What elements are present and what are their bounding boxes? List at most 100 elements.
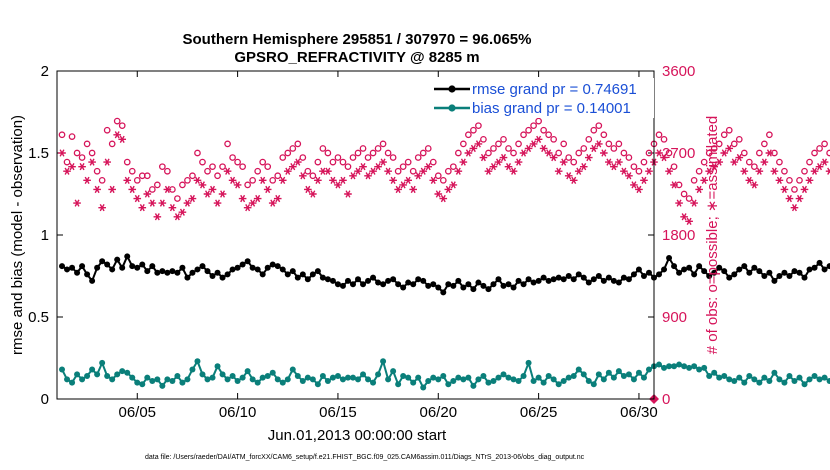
obs-possible-point [234,158,241,166]
obs-assimilated-point [283,167,292,175]
bias-point [575,366,582,373]
obs-assimilated-point [294,158,302,166]
rmse-point [545,277,552,284]
y2-tick-label: 2700 [662,145,695,162]
rmse-point [485,286,492,293]
rmse-point [179,264,186,271]
bias-point [490,377,497,384]
obs-possible-point [454,149,462,157]
obs-assimilated-point [324,167,332,175]
obs-assimilated-point [519,149,528,157]
obs-possible-point [630,163,638,171]
bias-point [319,373,326,380]
bias-point [129,374,136,381]
obs-assimilated-point [83,176,91,184]
rmse-point [249,264,256,271]
obs-possible-point [710,145,718,152]
bias-point [615,368,622,375]
obs-assimilated-point [173,213,182,221]
obs-assimilated-point [529,140,538,148]
bias-point [224,376,231,383]
obs-assimilated-point [735,153,744,162]
obs-possible-point [159,163,166,171]
obs-possible-point [339,158,347,166]
rmse-point [525,276,532,283]
bias-point [640,374,647,381]
series-layer [59,253,830,391]
bias-point [440,373,447,380]
rmse-point [505,281,512,288]
obs-possible-point [244,181,251,189]
obs-possible-point [776,158,783,166]
rmse-point [530,279,537,286]
rmse-point [400,284,407,291]
rmse-point [234,264,241,271]
obs-assimilated-point [775,176,784,184]
rmse-point [766,269,773,276]
obs-assimilated-point [183,199,192,207]
obs-possible-point [294,140,302,148]
obs-possible-point [690,176,698,184]
obs-assimilated-point [118,135,127,143]
obs-assimilated-point [750,181,759,189]
obs-assimilated-point [640,176,648,184]
obs-assimilated-point [474,140,483,148]
obs-assimilated-point [374,163,382,171]
obs-possible-point [480,135,487,143]
bias-point [430,374,437,381]
rmse-point [771,277,778,284]
rmse-point [635,266,642,273]
bias-point [701,364,708,371]
rmse-point [169,268,176,275]
bias-point [139,381,146,388]
obs-assimilated-point [248,199,257,207]
obs-assimilated-point [73,199,81,207]
obs-possible-point [103,126,111,134]
obs-possible-point [369,149,377,157]
obs-assimilated-point [198,181,207,189]
rmse-point [490,281,497,288]
bias-point [299,377,306,384]
rmse-point [781,269,788,276]
obs-assimilated-point [193,176,202,184]
bias-point [74,371,81,378]
obs-assimilated-point [108,185,116,194]
rmse-point [565,273,572,279]
obs-assimilated-point [790,204,799,212]
bias-point [390,368,397,375]
rmse-point [701,268,708,275]
obs-assimilated-point [544,149,553,157]
bias-point [114,371,121,378]
obs-assimilated-point [725,144,734,153]
rmse-point [590,276,597,283]
bias-point [450,377,457,384]
obs-possible-point [379,140,387,148]
rmse-point [209,273,216,279]
bias-point [164,376,171,383]
obs-assimilated-point [218,190,227,198]
obs-possible-point [685,195,693,202]
obs-assimilated-point [223,167,232,175]
rmse-point [94,264,101,271]
bias-point [801,381,808,388]
obs-assimilated-point [238,194,247,203]
bias-point [339,376,346,383]
rmse-point [139,261,146,268]
rmse-point [99,258,106,265]
obs-possible-point [560,140,568,148]
bias-point [550,376,557,383]
obs-possible-point [816,145,823,152]
bias-point [756,379,763,386]
y-tick-label: 1 [41,227,49,244]
bias-point [645,366,652,373]
rmse-point [279,266,286,273]
obs-assimilated-point [439,194,448,203]
x-tick-label: 06/30 [620,404,658,421]
obs-possible-point [750,163,758,171]
obs-assimilated-point [825,167,830,175]
obs-possible-point [289,145,297,152]
bias-point [355,376,362,383]
rmse-point [274,263,281,270]
bias-point [766,377,773,384]
